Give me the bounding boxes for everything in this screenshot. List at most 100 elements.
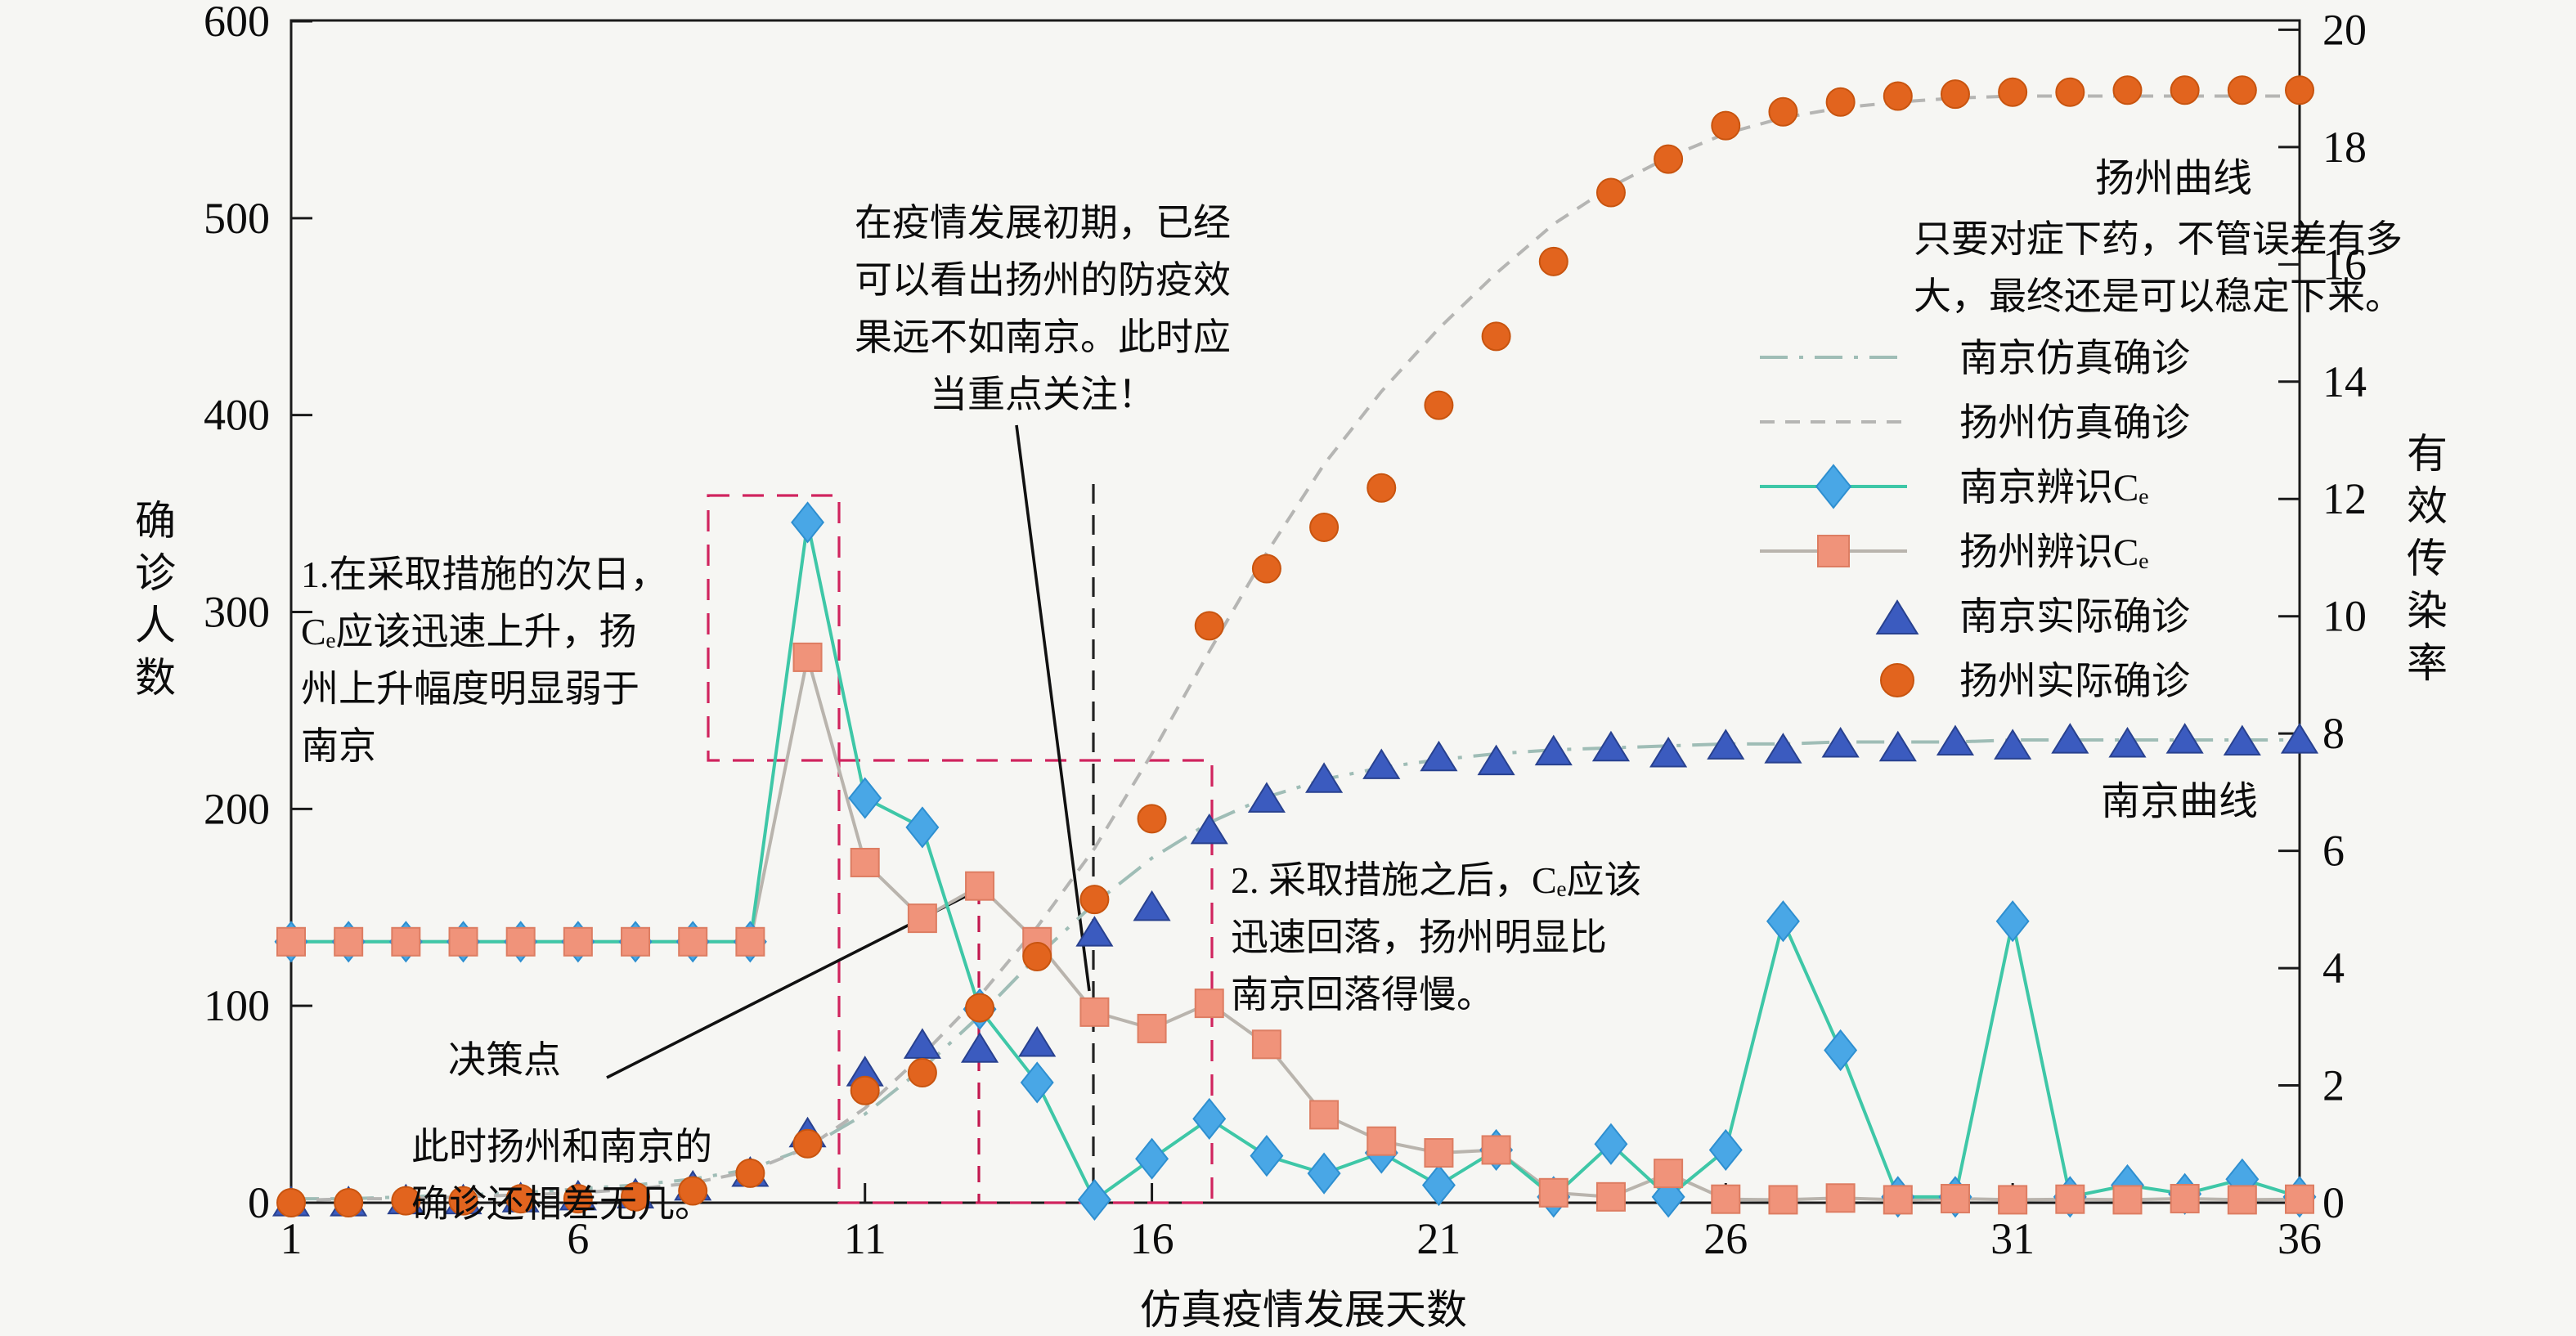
marker-yangzhou-actual-circle <box>678 1176 708 1206</box>
marker-nanjing-actual-triangle <box>1936 724 1975 756</box>
x-tick-label: 11 <box>844 1214 886 1263</box>
x-tick-label: 31 <box>1990 1214 2035 1263</box>
marker-yangzhou-actual-circle <box>276 1188 306 1217</box>
y-right-tick-label: 20 <box>2322 5 2367 54</box>
marker-yangzhou-ce-square <box>2227 1185 2257 1215</box>
marker-nanjing-actual-triangle <box>1649 736 1688 768</box>
y-right-tick-label: 12 <box>2322 474 2367 523</box>
annotation-yangzhou-note: 只要对症下药，不管误差有多 大，最终还是可以稳定下来。 <box>1914 218 2403 317</box>
marker-nanjing-ce-diamond <box>1020 1061 1054 1104</box>
x-tick-label: 36 <box>2278 1214 2322 1263</box>
curve-label-1: 扬州曲线 <box>2095 157 2252 200</box>
marker-nanjing-actual-triangle <box>1821 726 1860 758</box>
marker-yangzhou-ce-square <box>850 847 880 877</box>
marker-yangzhou-ce-square <box>735 926 765 957</box>
marker-yangzhou-ce-square <box>448 926 478 957</box>
y-left-tick-label: 400 <box>204 391 270 440</box>
marker-yangzhou-actual-circle <box>735 1158 765 1188</box>
marker-yangzhou-actual-circle <box>1481 321 1511 352</box>
marker-yangzhou-ce-square <box>2055 1184 2085 1214</box>
annotation-note1: 1.在采取措施的次日， Cₑ应该迅速上升，扬 州上升幅度明显弱于 南京 <box>301 554 668 767</box>
marker-yangzhou-ce-square <box>334 926 364 957</box>
marker-nanjing-ce-diamond <box>1421 1163 1456 1207</box>
marker-yangzhou-actual-circle <box>2285 75 2314 105</box>
marker-yangzhou-actual-circle <box>2170 75 2200 105</box>
marker-yangzhou-ce-square <box>1079 997 1110 1027</box>
y-right-tick-label: 2 <box>2322 1061 2345 1110</box>
marker-nanjing-ce-diamond <box>848 777 882 819</box>
marker-yangzhou-actual-circle <box>448 1186 478 1216</box>
marker-nanjing-actual-triangle <box>2108 726 2147 758</box>
y-left-tick-label: 600 <box>204 0 270 46</box>
marker-nanjing-ce-diamond <box>1766 900 1800 943</box>
marker-nanjing-actual-triangle <box>1878 730 1917 762</box>
annotation-decision-point: 决策点 <box>448 1039 561 1081</box>
marker-yangzhou-actual-circle <box>850 1075 880 1105</box>
marker-yangzhou-ce-square <box>563 926 593 957</box>
marker-yangzhou-actual-circle <box>1137 804 1167 834</box>
marker-yangzhou-ce-square <box>1137 1013 1167 1043</box>
marker-nanjing-ce-diamond <box>1250 1135 1284 1177</box>
marker-yangzhou-ce-square <box>2112 1185 2143 1215</box>
marker-yangzhou-actual-circle <box>1654 144 1684 174</box>
marker-yangzhou-ce-square <box>1883 1185 1913 1215</box>
legend-label: 南京仿真确诊 <box>1959 338 2190 380</box>
y-right-tick-label: 10 <box>2322 592 2367 641</box>
x-tick-label: 6 <box>567 1214 589 1263</box>
marker-nanjing-actual-triangle <box>1534 734 1573 766</box>
marker-nanjing-actual-triangle <box>2165 723 2204 754</box>
marker-yangzhou-actual-circle <box>1309 512 1340 542</box>
legend-label: 扬州实际确诊 <box>1959 661 2190 703</box>
marker-yangzhou-actual-circle <box>792 1128 823 1159</box>
marker-yangzhou-ce-square <box>1538 1177 1568 1208</box>
marker-nanjing-actual-triangle <box>1247 782 1286 813</box>
marker-yangzhou-actual-circle <box>1711 110 1741 141</box>
marker-yangzhou-actual-circle <box>334 1188 364 1217</box>
marker-yangzhou-ce-square <box>1194 989 1224 1019</box>
marker-yangzhou-ce-square <box>965 871 995 901</box>
marker-yangzhou-actual-circle <box>1424 390 1454 420</box>
marker-yangzhou-actual-circle <box>907 1058 937 1088</box>
pointer-early-stage <box>1015 424 1091 992</box>
legend-label: 南京辨识Cₑ <box>1959 467 2148 509</box>
marker-yangzhou-ce-square <box>621 926 651 957</box>
y-left-tick-label: 100 <box>204 981 270 1030</box>
marker-yangzhou-ce-square <box>1940 1183 1970 1213</box>
marker-yangzhou-actual-circle <box>1940 79 1970 110</box>
annotation-note2: 2. 采取措施之后，Cₑ应该 迅速回落，扬州明显比 南京回落得慢。 <box>1231 859 1642 1015</box>
marker-yangzhou-ce-square <box>1595 1181 1626 1212</box>
marker-yangzhou-actual-circle <box>391 1186 421 1216</box>
marker-nanjing-actual-triangle <box>1018 1026 1057 1057</box>
marker-yangzhou-ce-square <box>2170 1183 2200 1213</box>
marker-yangzhou-ce-square <box>1654 1159 1684 1189</box>
y-left-tick-label: 200 <box>204 784 270 833</box>
marker-nanjing-ce-diamond <box>905 806 940 849</box>
marker-nanjing-ce-diamond <box>1708 1128 1743 1172</box>
legend-triangle-icon <box>1875 599 1919 635</box>
marker-yangzhou-ce-square <box>792 642 823 672</box>
marker-yangzhou-ce-square <box>1251 1029 1281 1060</box>
marker-yangzhou-actual-circle <box>1367 473 1397 503</box>
marker-nanjing-actual-triangle <box>1362 748 1401 779</box>
marker-nanjing-actual-triangle <box>1305 762 1344 793</box>
x-tick-label: 1 <box>280 1214 303 1263</box>
y-right-tick-label: 8 <box>2322 709 2345 758</box>
marker-yangzhou-actual-circle <box>1079 885 1110 915</box>
marker-nanjing-actual-triangle <box>1420 740 1458 772</box>
marker-yangzhou-ce-square <box>678 926 708 957</box>
marker-nanjing-actual-triangle <box>2051 723 2089 754</box>
marker-yangzhou-actual-circle <box>2227 75 2257 105</box>
legend-label: 扬州仿真确诊 <box>1959 402 2190 445</box>
legend-diamond-icon <box>1815 464 1852 509</box>
marker-nanjing-ce-diamond <box>1995 900 2030 943</box>
marker-nanjing-actual-triangle <box>1591 730 1631 762</box>
y-right-tick-label: 0 <box>2322 1178 2345 1227</box>
marker-yangzhou-ce-square <box>1309 1100 1340 1130</box>
y-right-tick-label: 14 <box>2322 357 2367 406</box>
marker-nanjing-actual-triangle <box>1994 729 2032 760</box>
y-right-tick-label: 6 <box>2322 827 2345 876</box>
marker-nanjing-actual-triangle <box>2223 724 2261 756</box>
marker-nanjing-ce-diamond <box>1135 1137 1169 1180</box>
marker-yangzhou-ce-square <box>2285 1184 2314 1214</box>
marker-yangzhou-actual-circle <box>1768 96 1798 127</box>
